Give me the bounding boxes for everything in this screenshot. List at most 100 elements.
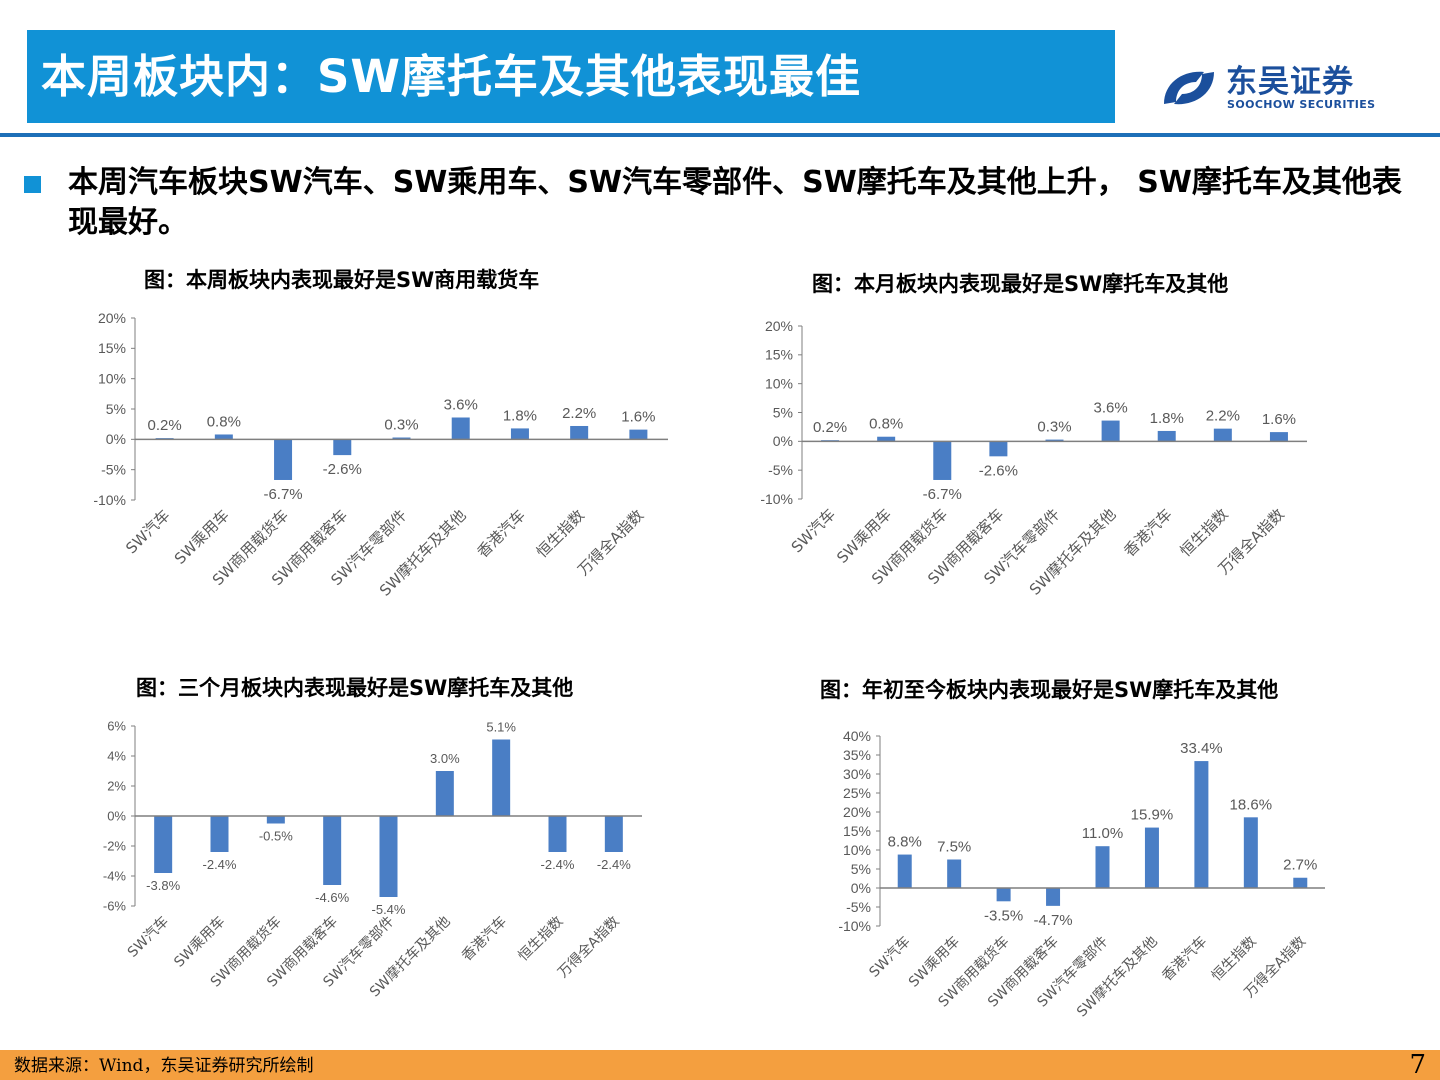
chart-2-data-label: 3.6% bbox=[1094, 400, 1128, 417]
chart-1-y-tick-label: 20% bbox=[98, 310, 126, 326]
chart-4-y-tick-label: 25% bbox=[843, 785, 871, 801]
chart-3-bar bbox=[548, 816, 567, 852]
chart-4-bar bbox=[996, 888, 1011, 902]
chart-4-y-tick-label: 40% bbox=[843, 728, 871, 744]
chart-3-bar bbox=[323, 816, 342, 885]
chart-1-y-tick-label: -5% bbox=[101, 462, 126, 478]
title-bar: 本周板块内：SW摩托车及其他表现最佳 bbox=[27, 30, 1115, 123]
chart-1-category-label: SW乘用车 bbox=[171, 506, 233, 568]
chart-2-data-label: 0.3% bbox=[1037, 419, 1071, 436]
chart-3-title: 图：三个月板块内表现最好是SW摩托车及其他 bbox=[136, 676, 574, 700]
chart-1-y-tick-label: 5% bbox=[106, 401, 126, 417]
chart-4-bar bbox=[897, 854, 912, 888]
logo-mark-icon bbox=[1164, 71, 1214, 105]
chart-4-bar bbox=[1144, 827, 1159, 888]
data-source-note: 数据来源：Wind，东吴证券研究所绘制 bbox=[14, 1056, 314, 1076]
company-logo: 东吴证券 SOOCHOW SECURITIES bbox=[1160, 62, 1380, 116]
chart-3-bar bbox=[604, 816, 623, 852]
chart-1-data-label: 3.6% bbox=[444, 396, 478, 413]
chart-2-y-tick-label: -10% bbox=[760, 491, 793, 507]
chart-2-bar bbox=[877, 436, 896, 442]
chart-3-y-tick-label: -6% bbox=[103, 899, 127, 914]
chart-3-data-label: -0.5% bbox=[259, 829, 293, 844]
chart-3-data-label: -5.4% bbox=[372, 902, 406, 917]
chart-2-data-label: -6.7% bbox=[923, 486, 962, 503]
chart-2-y-tick-label: 20% bbox=[765, 318, 793, 334]
chart-4-y-tick-label: 5% bbox=[851, 861, 871, 877]
summary-bullet-text: 本周汽车板块SW汽车、SW乘用车、SW汽车零部件、SW摩托车及其他上升， SW摩… bbox=[68, 165, 1402, 240]
chart-4-data-label: -3.5% bbox=[984, 907, 1023, 924]
chart-2-data-label: -2.6% bbox=[979, 462, 1018, 479]
bullet-square-icon bbox=[24, 176, 41, 193]
chart-4-bar bbox=[947, 859, 962, 888]
chart-3-bar bbox=[210, 816, 229, 852]
chart-4-category-label: 恒生指数 bbox=[1209, 934, 1260, 985]
chart-4-data-label: 18.6% bbox=[1230, 796, 1273, 813]
chart-1-y-tick-label: 0% bbox=[106, 431, 126, 447]
chart-4-y-tick-label: 20% bbox=[843, 804, 871, 820]
chart-4-y-tick-label: 35% bbox=[843, 747, 871, 763]
chart-1-category-label: 香港汽车 bbox=[474, 506, 529, 561]
chart-1-data-label: 0.3% bbox=[384, 417, 418, 434]
chart-2-data-label: 0.8% bbox=[869, 416, 903, 433]
chart-4-y-tick-label: 10% bbox=[843, 842, 871, 858]
chart-2-y-tick-label: 15% bbox=[765, 347, 793, 363]
chart-4-bar bbox=[1243, 817, 1258, 888]
chart-4-y-tick-label: -10% bbox=[838, 918, 871, 934]
chart-3-bar bbox=[435, 771, 454, 816]
chart-4-data-label: 15.9% bbox=[1131, 807, 1174, 824]
chart-1-data-label: -6.7% bbox=[263, 486, 302, 503]
chart-1-bar bbox=[214, 434, 233, 440]
chart-2-title: 图：本月板块内表现最好是SW摩托车及其他 bbox=[812, 272, 1229, 296]
logo-english-name: SOOCHOW SECURITIES bbox=[1227, 98, 1376, 111]
chart-3-data-label: -3.8% bbox=[146, 878, 180, 893]
chart-3-category-label: 恒生指数 bbox=[515, 914, 566, 965]
chart-1-bar bbox=[451, 417, 470, 440]
chart-4-y-tick-label: -5% bbox=[846, 899, 871, 915]
chart-3-category-label: SW乘用车 bbox=[171, 913, 229, 971]
chart-4-data-label: 7.5% bbox=[937, 839, 971, 856]
chart-3-bar bbox=[154, 816, 173, 873]
chart-2-data-label: 1.6% bbox=[1262, 411, 1296, 428]
chart-2-y-tick-label: 5% bbox=[773, 404, 793, 420]
chart-1-data-label: 1.6% bbox=[621, 409, 655, 426]
chart-1-data-label: -2.6% bbox=[323, 461, 362, 478]
chart-1-category-label: 恒生指数 bbox=[533, 506, 588, 561]
chart-2-y-tick-label: -5% bbox=[768, 462, 793, 478]
chart-1-data-label: 0.2% bbox=[148, 417, 182, 434]
footer-bar: 数据来源：Wind，东吴证券研究所绘制 7 bbox=[0, 1050, 1440, 1080]
chart-4-data-label: 11.0% bbox=[1082, 825, 1123, 842]
chart-2-bar bbox=[1157, 430, 1176, 442]
chart-3-data-label: -2.4% bbox=[203, 857, 237, 872]
chart-3-y-tick-label: -2% bbox=[103, 839, 127, 854]
chart-1-y-tick-label: 15% bbox=[98, 340, 126, 356]
chart-2-data-label: 0.2% bbox=[813, 419, 847, 436]
chart-2-bar bbox=[1101, 420, 1120, 442]
chart-2-category-label: 恒生指数 bbox=[1176, 505, 1231, 560]
chart-3-bar bbox=[266, 816, 285, 824]
chart-1-bar bbox=[570, 425, 589, 440]
chart-3-y-tick-label: 0% bbox=[107, 809, 126, 824]
header-rule bbox=[0, 133, 1440, 137]
chart-3-y-tick-label: -4% bbox=[103, 869, 127, 884]
chart-1-bar bbox=[392, 437, 411, 440]
chart-2-y-tick-label: 10% bbox=[765, 376, 793, 392]
chart-3-category-label: 万得全A指数 bbox=[554, 913, 622, 981]
chart-3-y-tick-label: 4% bbox=[107, 749, 126, 764]
chart-4-title: 图：年初至今板块内表现最好是SW摩托车及其他 bbox=[820, 678, 1279, 702]
chart-2-category-label: 香港汽车 bbox=[1120, 505, 1175, 560]
chart-1-bar bbox=[274, 439, 293, 480]
chart-2-data-label: 1.8% bbox=[1150, 410, 1184, 427]
chart-3-y-tick-label: 6% bbox=[107, 719, 126, 734]
chart-4-y-tick-label: 0% bbox=[851, 880, 871, 896]
chart-3-category-label: 香港汽车 bbox=[458, 913, 510, 965]
chart-1-y-tick-label: -10% bbox=[93, 492, 126, 508]
chart-4-bar bbox=[1095, 846, 1110, 888]
chart-3-y-tick-label: 2% bbox=[107, 779, 126, 794]
chart-4-bar bbox=[1293, 877, 1308, 888]
chart-1-y-tick-label: 10% bbox=[98, 371, 126, 387]
chart-4-y-tick-label: 30% bbox=[843, 766, 871, 782]
chart-1-category-label: SW汽车 bbox=[122, 506, 173, 557]
chart-1-title: 图：本周板块内表现最好是SW商用载货车 bbox=[144, 268, 540, 292]
